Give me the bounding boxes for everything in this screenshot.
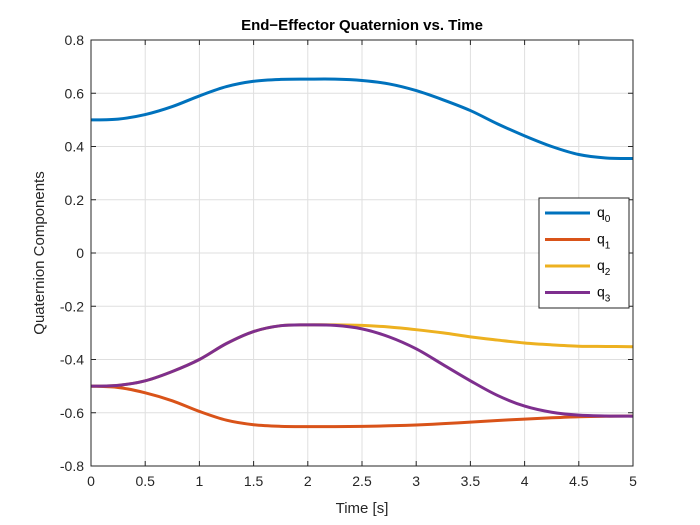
chart-title: End−Effector Quaternion vs. Time (241, 17, 483, 34)
x-tick-label: 2 (304, 473, 312, 489)
legend-label-subscript: 3 (605, 294, 611, 305)
y-tick-label: -0.4 (60, 352, 84, 368)
series-line-q3 (90, 323, 634, 418)
x-axis-label: Time [s] (336, 500, 389, 517)
y-tick-label: -0.8 (60, 458, 84, 474)
series-lines (90, 77, 634, 429)
legend-label-q2: q2 (597, 257, 611, 278)
y-tick-label: 0.4 (65, 139, 85, 155)
legend-label-q0: q0 (597, 204, 611, 225)
y-tick-label: 0.6 (65, 85, 85, 101)
x-tick-label: 1 (196, 473, 204, 489)
y-tick-labels: -0.8 -0.6 -0.4 -0.2 0 0.2 0.4 0.6 0.8 (60, 32, 84, 474)
legend-label-subscript: 0 (605, 214, 611, 225)
x-tick-label: 4 (521, 473, 529, 489)
y-tick-label: 0.8 (65, 32, 85, 48)
x-tick-label: 2.5 (352, 473, 372, 489)
x-tick-label: 0.5 (135, 473, 155, 489)
legend-label-base: q (597, 204, 605, 220)
legend-box (538, 197, 630, 309)
x-tick-label: 0 (87, 473, 95, 489)
x-tick-label: 3.5 (461, 473, 481, 489)
legend-label-base: q (597, 284, 605, 300)
x-tick-label: 4.5 (569, 473, 589, 489)
tick-marks (90, 39, 634, 467)
legend-label-subscript: 2 (605, 267, 611, 278)
x-tick-label: 5 (629, 473, 637, 489)
series-line-q0 (90, 77, 634, 160)
x-tick-label: 3 (412, 473, 420, 489)
x-tick-label: 1.5 (244, 473, 264, 489)
y-tick-label: 0.2 (65, 192, 85, 208)
legend-label-base: q (597, 257, 605, 273)
y-tick-label: 0 (76, 245, 84, 261)
x-tick-labels: 0 0.5 1 1.5 2 2.5 3 3.5 4 4.5 5 (87, 473, 637, 489)
legend-label-subscript: 1 (605, 241, 611, 252)
y-tick-label: -0.6 (60, 405, 84, 421)
legend-label-base: q (597, 231, 605, 247)
legend-label-q3: q3 (597, 284, 611, 305)
legend-label-q1: q1 (597, 231, 611, 252)
y-axis-label: Quaternion Components (31, 171, 48, 334)
y-tick-label: -0.2 (60, 298, 84, 314)
series-line-q1 (90, 384, 634, 429)
